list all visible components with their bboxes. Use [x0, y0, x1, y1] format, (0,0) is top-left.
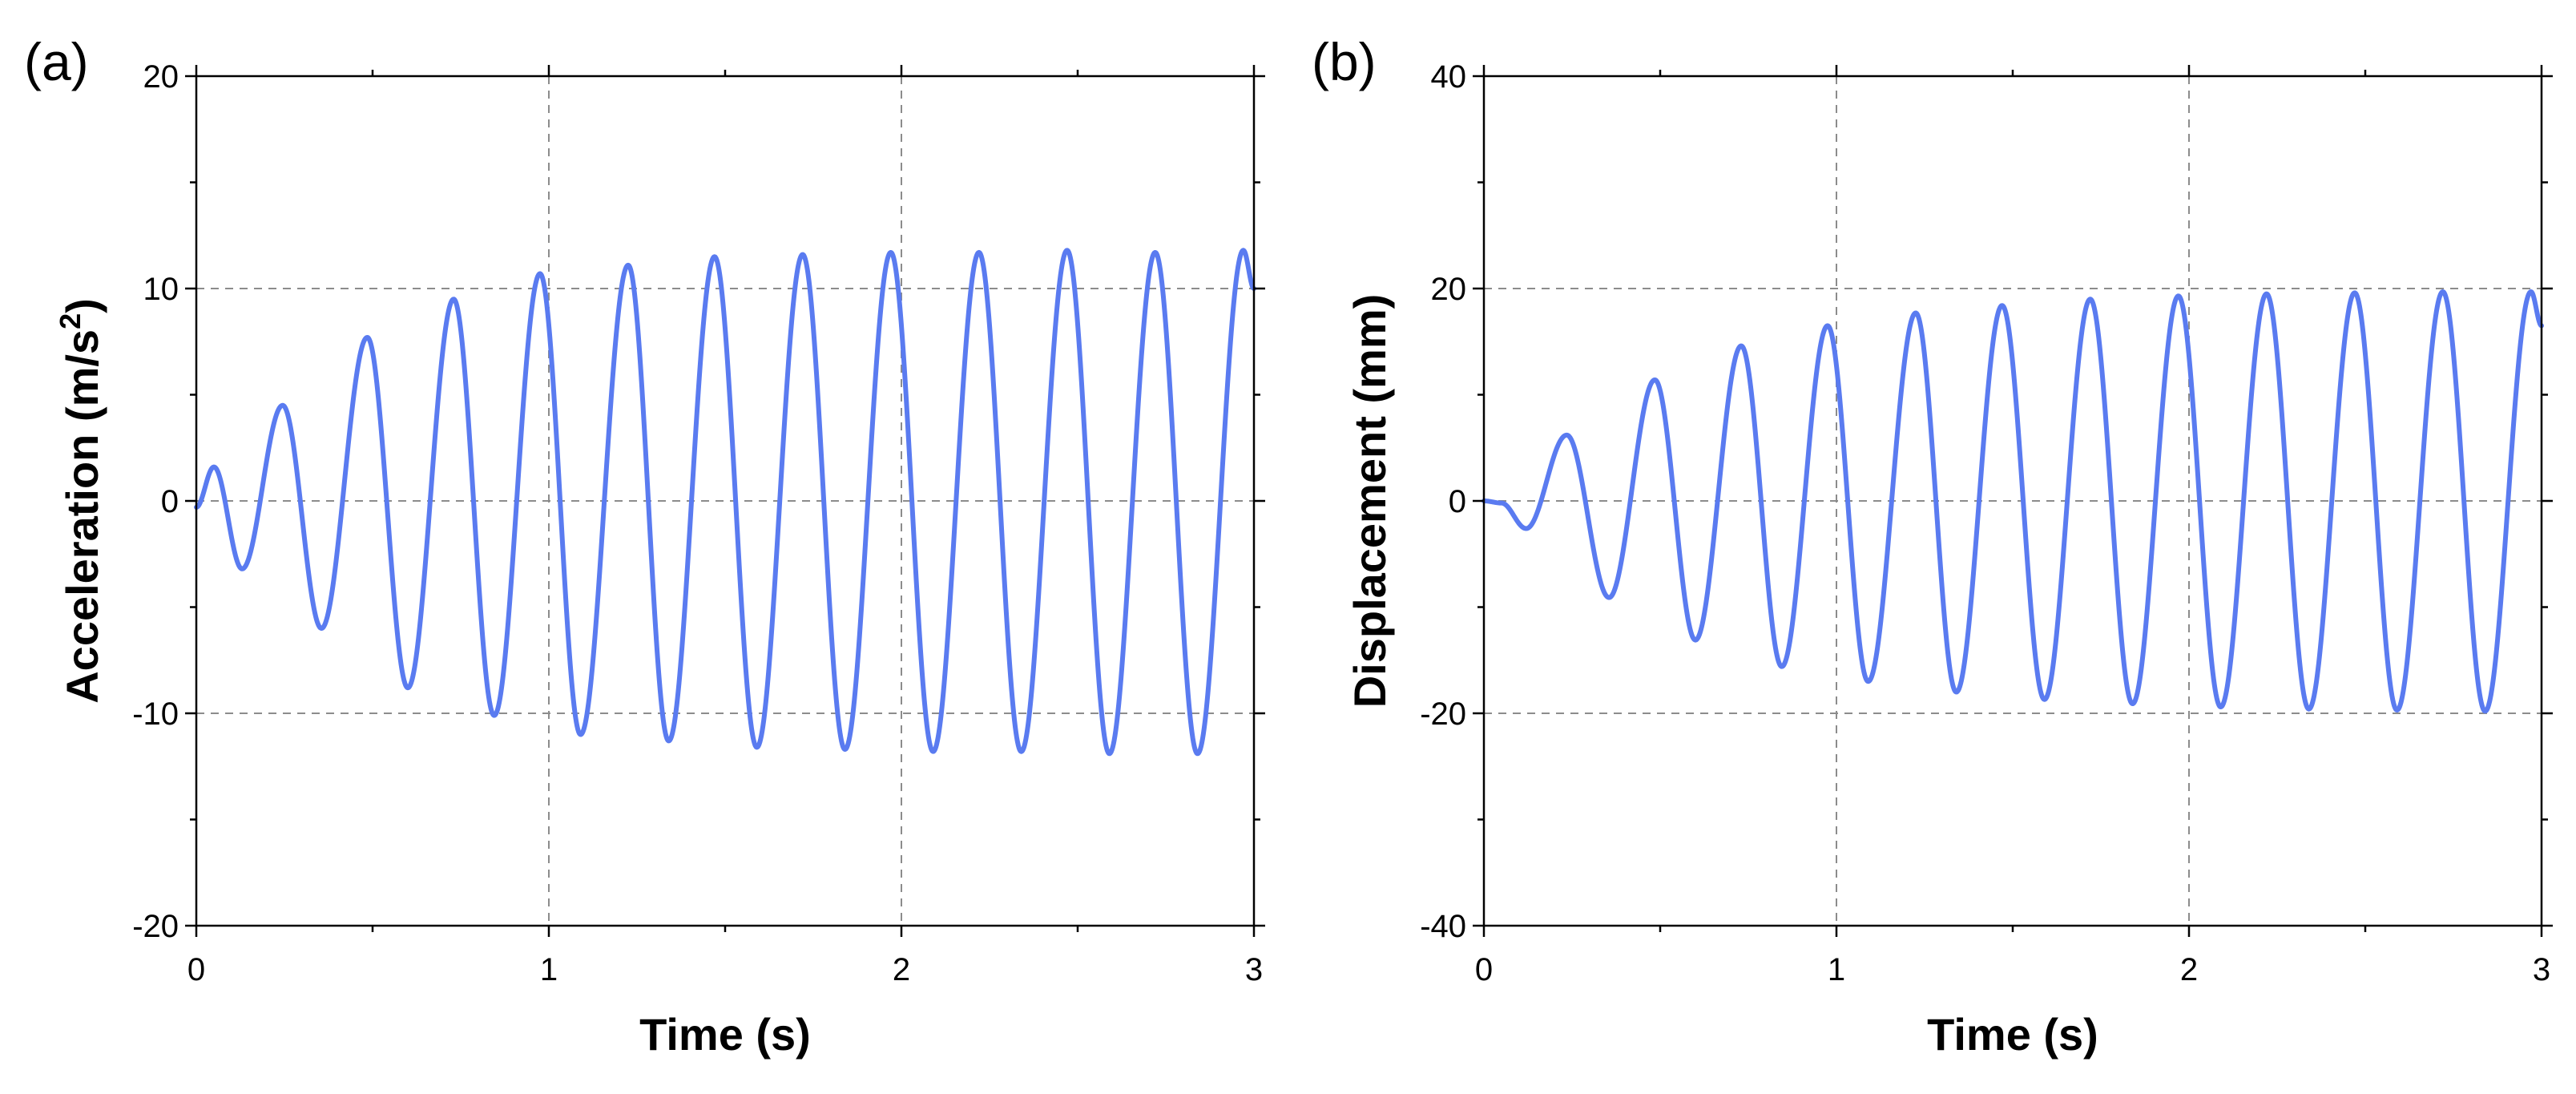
x-tick-label: 3 — [1245, 952, 1263, 987]
y-axis-title-tail: ) — [57, 298, 107, 313]
y-tick-label: 0 — [1449, 484, 1466, 519]
x-tick-label: 1 — [1828, 952, 1845, 987]
x-tick-label: 0 — [187, 952, 205, 987]
y-tick-label: -10 — [132, 696, 179, 732]
y-axis-title-main: Displacement (mm) — [1344, 294, 1395, 708]
panel-label: (b) — [1312, 32, 1377, 91]
y-tick-label: 20 — [143, 59, 179, 95]
x-tick-label: 1 — [540, 952, 558, 987]
panel-label: (a) — [24, 32, 89, 91]
y-tick-label: -40 — [1420, 909, 1466, 944]
x-tick-label: 2 — [2180, 952, 2198, 987]
acceleration-chart-svg: 0 1 2 3 -20 -10 0 10 20 Time (s) Acceleration (m/s… — [24, 32, 1265, 1060]
y-tick-label: 0 — [161, 484, 179, 519]
x-tick-label: 3 — [2533, 952, 2550, 987]
x-axis-title: Time (s) — [639, 1009, 811, 1060]
y-tick-label: -20 — [1420, 696, 1466, 732]
data-series-line — [1482, 289, 2544, 714]
y-axis-title-superscript: 2 — [54, 313, 87, 329]
y-tick-label: -20 — [132, 909, 179, 944]
x-tick-label: 2 — [893, 952, 910, 987]
data-series-line — [194, 248, 1256, 757]
y-axis-title-main: Acceleration (m/s — [57, 329, 107, 704]
y-axis-title: Acceleration (m/s2) — [54, 298, 107, 704]
y-tick-label: 20 — [1431, 272, 1467, 307]
displacement-chart: 0 1 2 3 -40 -20 0 20 40 Time (s) Displacement (mm)… — [1288, 0, 2575, 1094]
x-tick-label: 0 — [1475, 952, 1493, 987]
acceleration-chart: 0 1 2 3 -20 -10 0 10 20 Time (s) Acceleration (m/s… — [24, 32, 1265, 1060]
y-tick-label: 10 — [143, 272, 179, 307]
y-axis-title: Displacement (mm) — [1344, 294, 1395, 708]
x-axis-title: Time (s) — [1927, 1009, 2098, 1060]
y-tick-label: 40 — [1431, 59, 1467, 95]
displacement-chart-svg: 0 1 2 3 -40 -20 0 20 40 Time (s) Displacement (mm)… — [1312, 32, 2553, 1060]
